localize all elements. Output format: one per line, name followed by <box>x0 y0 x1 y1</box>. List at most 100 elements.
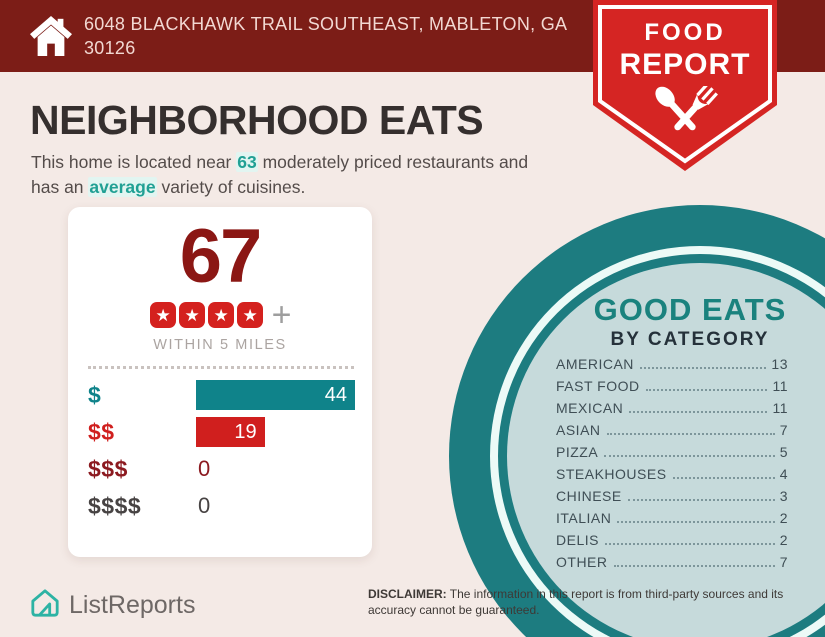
badge-title: FOOD REPORT <box>593 19 777 82</box>
category-label: ITALIAN <box>556 510 612 526</box>
circle-inner-ring <box>498 254 825 637</box>
subtitle-line-2: has an average variety of cuisines. <box>31 175 528 200</box>
variety-highlight: average <box>88 176 157 197</box>
circle-white-ring <box>490 246 825 637</box>
category-row: ITALIAN 2 <box>556 510 788 532</box>
category-value: 2 <box>779 510 788 526</box>
restaurant-count: 63 <box>236 152 258 172</box>
plus-sign: + <box>271 296 292 334</box>
category-label: ASIAN <box>556 422 601 438</box>
price-tier-label: $ <box>88 381 102 408</box>
price-tier-label: $$$ <box>88 455 128 482</box>
listreports-logo: ListReports <box>30 588 195 623</box>
category-label: PIZZA <box>556 444 599 460</box>
badge-line-food: FOOD <box>644 19 726 46</box>
category-row: PIZZA 5 <box>556 444 788 466</box>
bar-dollar: 44 <box>196 380 355 410</box>
category-value: 2 <box>779 532 788 548</box>
category-row: DELIS 2 <box>556 532 788 554</box>
good-eats-title: GOOD EATS <box>593 292 787 327</box>
food-report-badge: FOOD REPORT <box>593 0 777 176</box>
dotted-divider <box>88 366 354 369</box>
category-label: AMERICAN <box>556 356 634 372</box>
good-eats-subtitle: BY CATEGORY <box>610 329 770 350</box>
dotted-leader <box>645 389 768 391</box>
category-value: 11 <box>772 378 788 394</box>
category-label: DELIS <box>556 532 599 548</box>
dotted-leader <box>627 499 775 501</box>
star-icon: ★ <box>179 302 206 328</box>
dotted-leader <box>672 477 775 479</box>
subtitle-line-1: This home is located near 63 moderately … <box>31 150 528 175</box>
dotted-leader <box>617 521 775 523</box>
dotted-leader <box>639 367 767 369</box>
category-value: 7 <box>779 422 788 438</box>
page-subtitle: This home is located near 63 moderately … <box>31 150 528 200</box>
dotted-leader <box>613 565 775 567</box>
summary-card: 67 ★ ★ ★ ★ + WITHIN 5 MILES $ 44 $$ 19 $$$ <box>68 207 372 557</box>
bar-area: 0 <box>196 491 355 521</box>
category-value: 11 <box>772 400 788 416</box>
star-icon: ★ <box>150 302 177 328</box>
stars-rating: ★ ★ ★ ★ + <box>68 296 372 334</box>
address-line-2: 30126 <box>84 38 136 59</box>
bar-area: 19 <box>196 417 355 447</box>
bar-area: 0 <box>196 454 355 484</box>
price-tier-label: $$$$ <box>88 492 142 519</box>
property-address: 6048 BLACKHAWK TRAIL SOUTHEAST, MABLETON… <box>84 12 567 61</box>
price-tier-label: $$ <box>88 418 115 445</box>
category-row: AMERICAN 13 <box>556 356 788 378</box>
badge-line-report: REPORT <box>619 48 751 81</box>
page-title: NEIGHBORHOOD EATS <box>30 97 484 143</box>
radius-label: WITHIN 5 MILES <box>153 337 287 353</box>
listreports-house-icon <box>30 588 60 623</box>
category-value: 13 <box>771 356 788 372</box>
category-label: MEXICAN <box>556 400 624 416</box>
category-label: CHINESE <box>556 488 622 504</box>
disclaimer-label: DISCLAIMER: <box>368 587 447 601</box>
category-value: 3 <box>779 488 788 504</box>
category-value: 5 <box>779 444 788 460</box>
subtitle-text: moderately priced restaurants and <box>257 152 529 172</box>
total-restaurants-count: 67 <box>179 214 263 299</box>
category-list: AMERICAN 13 FAST FOOD 11 MEXICAN 11 ASIAN 7 … <box>556 356 788 576</box>
category-row: ASIAN 7 <box>556 422 788 444</box>
category-row: FAST FOOD 11 <box>556 378 788 400</box>
chart-row: $ 44 <box>88 380 355 410</box>
chart-row: $$ 19 <box>88 417 355 447</box>
subtitle-text: This home is located near <box>31 152 237 172</box>
category-value: 4 <box>779 466 788 482</box>
chart-row: $$$$ 0 <box>88 491 355 521</box>
category-value: 7 <box>779 554 788 570</box>
home-icon <box>30 15 72 57</box>
ribbon-shape <box>593 0 777 171</box>
spoon-fork-icon <box>647 83 723 163</box>
disclaimer: DISCLAIMER: The information in this repo… <box>368 587 813 618</box>
subtitle-text: variety of cuisines. <box>156 176 306 197</box>
category-label: OTHER <box>556 554 608 570</box>
star-icon: ★ <box>208 302 235 328</box>
chart-row: $$$ 0 <box>88 454 355 484</box>
dotted-leader <box>604 543 775 545</box>
category-label: STEAKHOUSES <box>556 466 667 482</box>
category-label: FAST FOOD <box>556 378 640 394</box>
dotted-leader <box>604 455 775 457</box>
bar-value: 44 <box>324 383 347 406</box>
address-line-1: 6048 BLACKHAWK TRAIL SOUTHEAST, MABLETON… <box>84 14 568 34</box>
category-row: STEAKHOUSES 4 <box>556 466 788 488</box>
bar-value: 0 <box>198 493 211 518</box>
bar-area: 44 <box>196 380 355 410</box>
category-row: OTHER 7 <box>556 554 788 576</box>
category-row: CHINESE 3 <box>556 488 788 510</box>
dotted-leader <box>606 433 775 435</box>
circle-fill <box>507 263 825 637</box>
disclaimer-text: The information in this report is from t… <box>368 587 784 617</box>
star-icon: ★ <box>237 302 264 328</box>
listreports-wordmark: ListReports <box>69 591 196 619</box>
dotted-leader <box>629 411 768 413</box>
bar-value: 19 <box>234 420 257 443</box>
price-tier-chart: $ 44 $$ 19 $$$ 0 $$$$ 0 <box>68 380 372 521</box>
category-row: MEXICAN 11 <box>556 400 788 422</box>
bar-dollar-dollar: 19 <box>196 417 265 447</box>
